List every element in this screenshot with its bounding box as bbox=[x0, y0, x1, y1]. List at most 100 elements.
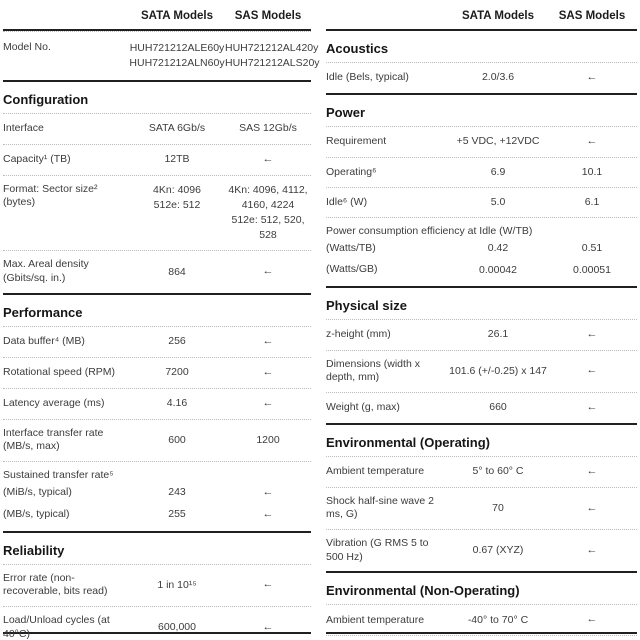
spec-row: Max. Areal density (Gbits/sq. in.) 864 ← bbox=[3, 250, 311, 292]
sas-value: ← bbox=[586, 543, 598, 556]
sata-value: +5 VDC, +12VDC bbox=[456, 135, 540, 148]
row-label: Latency average (ms) bbox=[3, 396, 105, 409]
spec-subrow: (Watts/GB) 0.00042 0.00051 bbox=[326, 260, 637, 286]
row-label: Load/Unload cycles (at 40°C) bbox=[3, 614, 110, 640]
sas-value: 1200 bbox=[256, 433, 280, 446]
sata-model-1: HUH721212ALE60y bbox=[129, 42, 225, 54]
sata-value: -40° to 70° C bbox=[467, 613, 529, 626]
sata-value: SATA 6Gb/s bbox=[148, 122, 206, 135]
spec-row: Ambient temperature 5° to 60° C ← bbox=[326, 455, 637, 487]
sas-value: 0.51 bbox=[581, 242, 603, 255]
spec-row: Error rate (non-recoverable, bits read) … bbox=[3, 563, 311, 606]
column-header-row: SATA Models SAS Models bbox=[326, 6, 637, 31]
section-heading: Environmental (Operating) bbox=[326, 434, 490, 450]
model-number-row: Model No. HUH721212ALE60y HUH721212ALN60… bbox=[3, 31, 320, 80]
sas-value: ← bbox=[262, 152, 274, 165]
section-acoustics: Acoustics Idle (Bels, typical) 2.0/3.6 ← bbox=[326, 31, 637, 93]
spec-row: Shock (half-sine wave, G) 300 (2ms) / 15… bbox=[326, 635, 637, 640]
spec-row: Requirement +5 VDC, +12VDC ← bbox=[326, 125, 637, 157]
row-label: Shock half-sine wave 2 ms, G) bbox=[326, 494, 434, 521]
row-label: Data buffer⁴ (MB) bbox=[3, 334, 85, 347]
row-label: Vibration (G RMS 5 to 500 Hz) bbox=[326, 537, 429, 563]
spec-subrow: (MB/s, typical) 255 ← bbox=[3, 504, 311, 531]
sata-value: HUH721212ALE60y HUH721212ALN60y bbox=[129, 41, 225, 71]
section-environmental-non-operating: Environmental (Non-Operating) Ambient te… bbox=[326, 571, 637, 640]
sas-value: ← bbox=[586, 327, 598, 340]
section-physical-size: Physical size z-height (mm) 26.1 ← Dimen… bbox=[326, 285, 637, 423]
row-label: Format: Sector size² (bytes) bbox=[3, 182, 98, 209]
group-label: Sustained transfer rate⁵ bbox=[3, 468, 114, 481]
sata-value: 12TB bbox=[164, 153, 190, 166]
spec-row: z-height (mm) 26.1 ← bbox=[326, 318, 637, 350]
row-label: (MiB/s, typical) bbox=[3, 485, 72, 498]
sata-value: 5.0 bbox=[490, 196, 506, 209]
sata-value: 101.6 (+/-0.25) x 147 bbox=[449, 364, 547, 377]
sas-value-line: 512e: 512, 520, 528 bbox=[231, 214, 305, 242]
sata-value-line: 4Kn: 4096 bbox=[153, 183, 201, 196]
spec-row: Vibration (G RMS 5 to 500 Hz) 0.67 (XYZ)… bbox=[326, 529, 637, 571]
sata-value: 256 bbox=[168, 335, 186, 348]
sata-value: 1 in 10¹⁵ bbox=[157, 578, 197, 591]
row-label: Interface bbox=[3, 122, 44, 135]
sata-value: 6.9 bbox=[490, 165, 506, 178]
section-heading: Configuration bbox=[3, 92, 89, 108]
section-heading: Physical size bbox=[326, 297, 407, 313]
section-heading: Performance bbox=[3, 304, 83, 320]
sas-value-line: 4Kn: 4096, 4112, 4160, 4224 bbox=[228, 183, 308, 211]
row-label: Dimensions (width x depth, mm) bbox=[326, 357, 420, 384]
spec-row: Latency average (ms) 4.16 ← bbox=[3, 387, 311, 419]
sata-value: 243 bbox=[168, 486, 186, 499]
spec-row: Weight (g, max) 660 ← bbox=[326, 391, 637, 423]
sas-value: 0.00051 bbox=[573, 263, 611, 276]
section-heading: Reliability bbox=[3, 542, 65, 558]
sas-value: ← bbox=[262, 507, 274, 520]
section-performance: Performance Data buffer⁴ (MB) 256 ← Rota… bbox=[3, 292, 311, 531]
sata-value: 600 bbox=[168, 433, 186, 446]
row-label: Requirement bbox=[326, 135, 387, 148]
row-label: Model No. bbox=[3, 41, 51, 53]
section-reliability: Reliability Error rate (non-recoverable,… bbox=[3, 530, 311, 640]
spec-row: Data buffer⁴ (MB) 256 ← bbox=[3, 325, 311, 357]
sas-value: ← bbox=[262, 396, 274, 409]
sas-value: HUH721212AL420y HUH721212ALS20y bbox=[225, 41, 320, 71]
sata-value: 26.1 bbox=[487, 328, 509, 341]
sata-value: 660 bbox=[489, 401, 507, 414]
spec-table-left: SATA Models SAS Models Model No. HUH7212… bbox=[3, 6, 320, 640]
row-label: Max. Areal density (Gbits/sq. in.) bbox=[3, 258, 89, 285]
row-label: Capacity¹ (TB) bbox=[3, 152, 71, 165]
group-label-row: Power consumption efficiency at Idle (W/… bbox=[326, 217, 637, 238]
section-heading: Power bbox=[326, 104, 366, 120]
spec-row: Load/Unload cycles (at 40°C) 600,000 ← bbox=[3, 606, 311, 640]
row-label: (Watts/TB) bbox=[326, 242, 376, 255]
sas-value: ← bbox=[262, 365, 274, 378]
sas-value: ← bbox=[586, 71, 598, 83]
row-label: (MB/s, typical) bbox=[3, 507, 70, 520]
sas-value: ← bbox=[586, 501, 598, 514]
sas-value: 4Kn: 4096, 4112, 4160, 4224 512e: 512, 5… bbox=[225, 183, 311, 244]
spec-subrow: (MiB/s, typical) 243 ← bbox=[3, 482, 311, 504]
group-label: Power consumption efficiency at Idle (W/… bbox=[326, 225, 533, 238]
sas-value: ← bbox=[586, 400, 598, 413]
section-heading: Acoustics bbox=[326, 41, 389, 56]
spec-row: Shock half-sine wave 2 ms, G) 70 ← bbox=[326, 486, 637, 529]
spec-subrow: (Watts/TB) 0.42 0.51 bbox=[326, 238, 637, 259]
row-label: Operating⁶ bbox=[326, 165, 377, 178]
sas-models-header: SAS Models bbox=[234, 10, 302, 22]
sata-value: 600,000 bbox=[158, 621, 196, 634]
sata-value: 255 bbox=[168, 508, 186, 521]
sas-value: ← bbox=[586, 613, 598, 626]
row-label: Rotational speed (RPM) bbox=[3, 365, 116, 378]
sas-value: ← bbox=[586, 134, 598, 147]
sata-model-2: HUH721212ALN60y bbox=[129, 57, 225, 70]
row-label: Idle (Bels, typical) bbox=[326, 71, 409, 84]
sas-value: ← bbox=[586, 464, 598, 477]
sas-value: SAS 12Gb/s bbox=[239, 122, 297, 135]
spec-row: Operating⁶ 6.9 10.1 bbox=[326, 156, 637, 187]
row-label: Ambient temperature bbox=[326, 613, 425, 626]
sata-value: 70 bbox=[492, 501, 504, 514]
sas-value: ← bbox=[586, 364, 598, 377]
sata-value: 0.42 bbox=[487, 242, 509, 255]
sas-value: ← bbox=[262, 578, 274, 591]
sata-value: 864 bbox=[168, 265, 186, 278]
